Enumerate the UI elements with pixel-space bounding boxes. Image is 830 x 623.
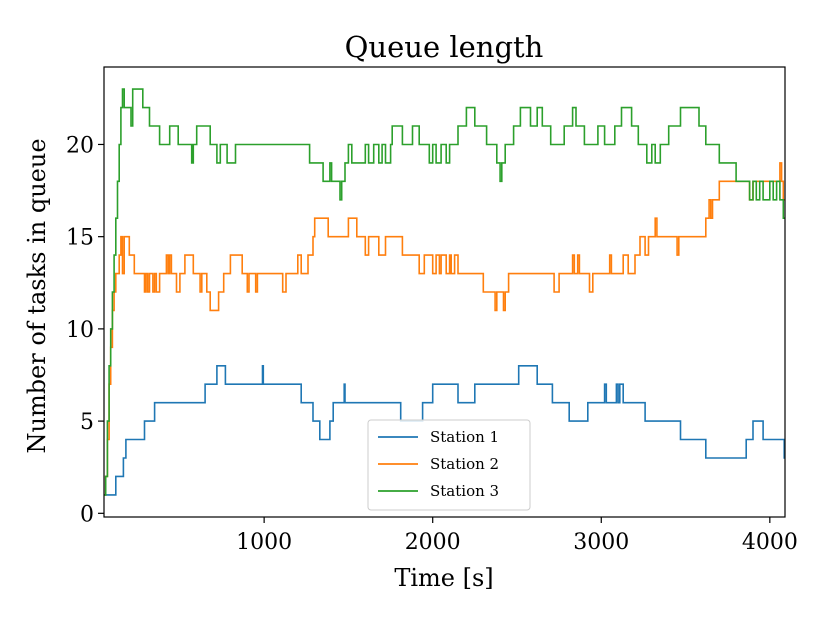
y-tick-label: 0 [80,502,94,527]
y-tick-label: 5 [80,410,94,435]
legend-label-station-1: Station 1 [430,428,499,446]
y-tick-label: 20 [66,133,94,158]
legend-box [367,419,531,511]
y-tick-label: 10 [66,318,94,343]
series-line-station-3 [104,88,785,496]
x-tick-label: 2000 [405,530,461,555]
legend-label-station-3: Station 3 [430,482,499,500]
x-axis-label: Time [s] [394,564,493,592]
legend: Station 1 Station 2 Station 3 [367,419,531,511]
chart-title: Queue length [345,30,544,64]
x-tick-label: 1000 [236,530,292,555]
x-tick-label: 4000 [742,530,798,555]
x-tick-label: 3000 [573,530,629,555]
series-line-station-2 [104,162,785,496]
legend-label-station-2: Station 2 [430,455,499,473]
tick-group: 1000 2000 3000 4000 0 5 10 15 20 [66,133,798,555]
plot-frame [103,66,786,518]
y-tick-label: 15 [66,226,94,251]
y-axis-label: Number of tasks in queue [23,138,51,453]
